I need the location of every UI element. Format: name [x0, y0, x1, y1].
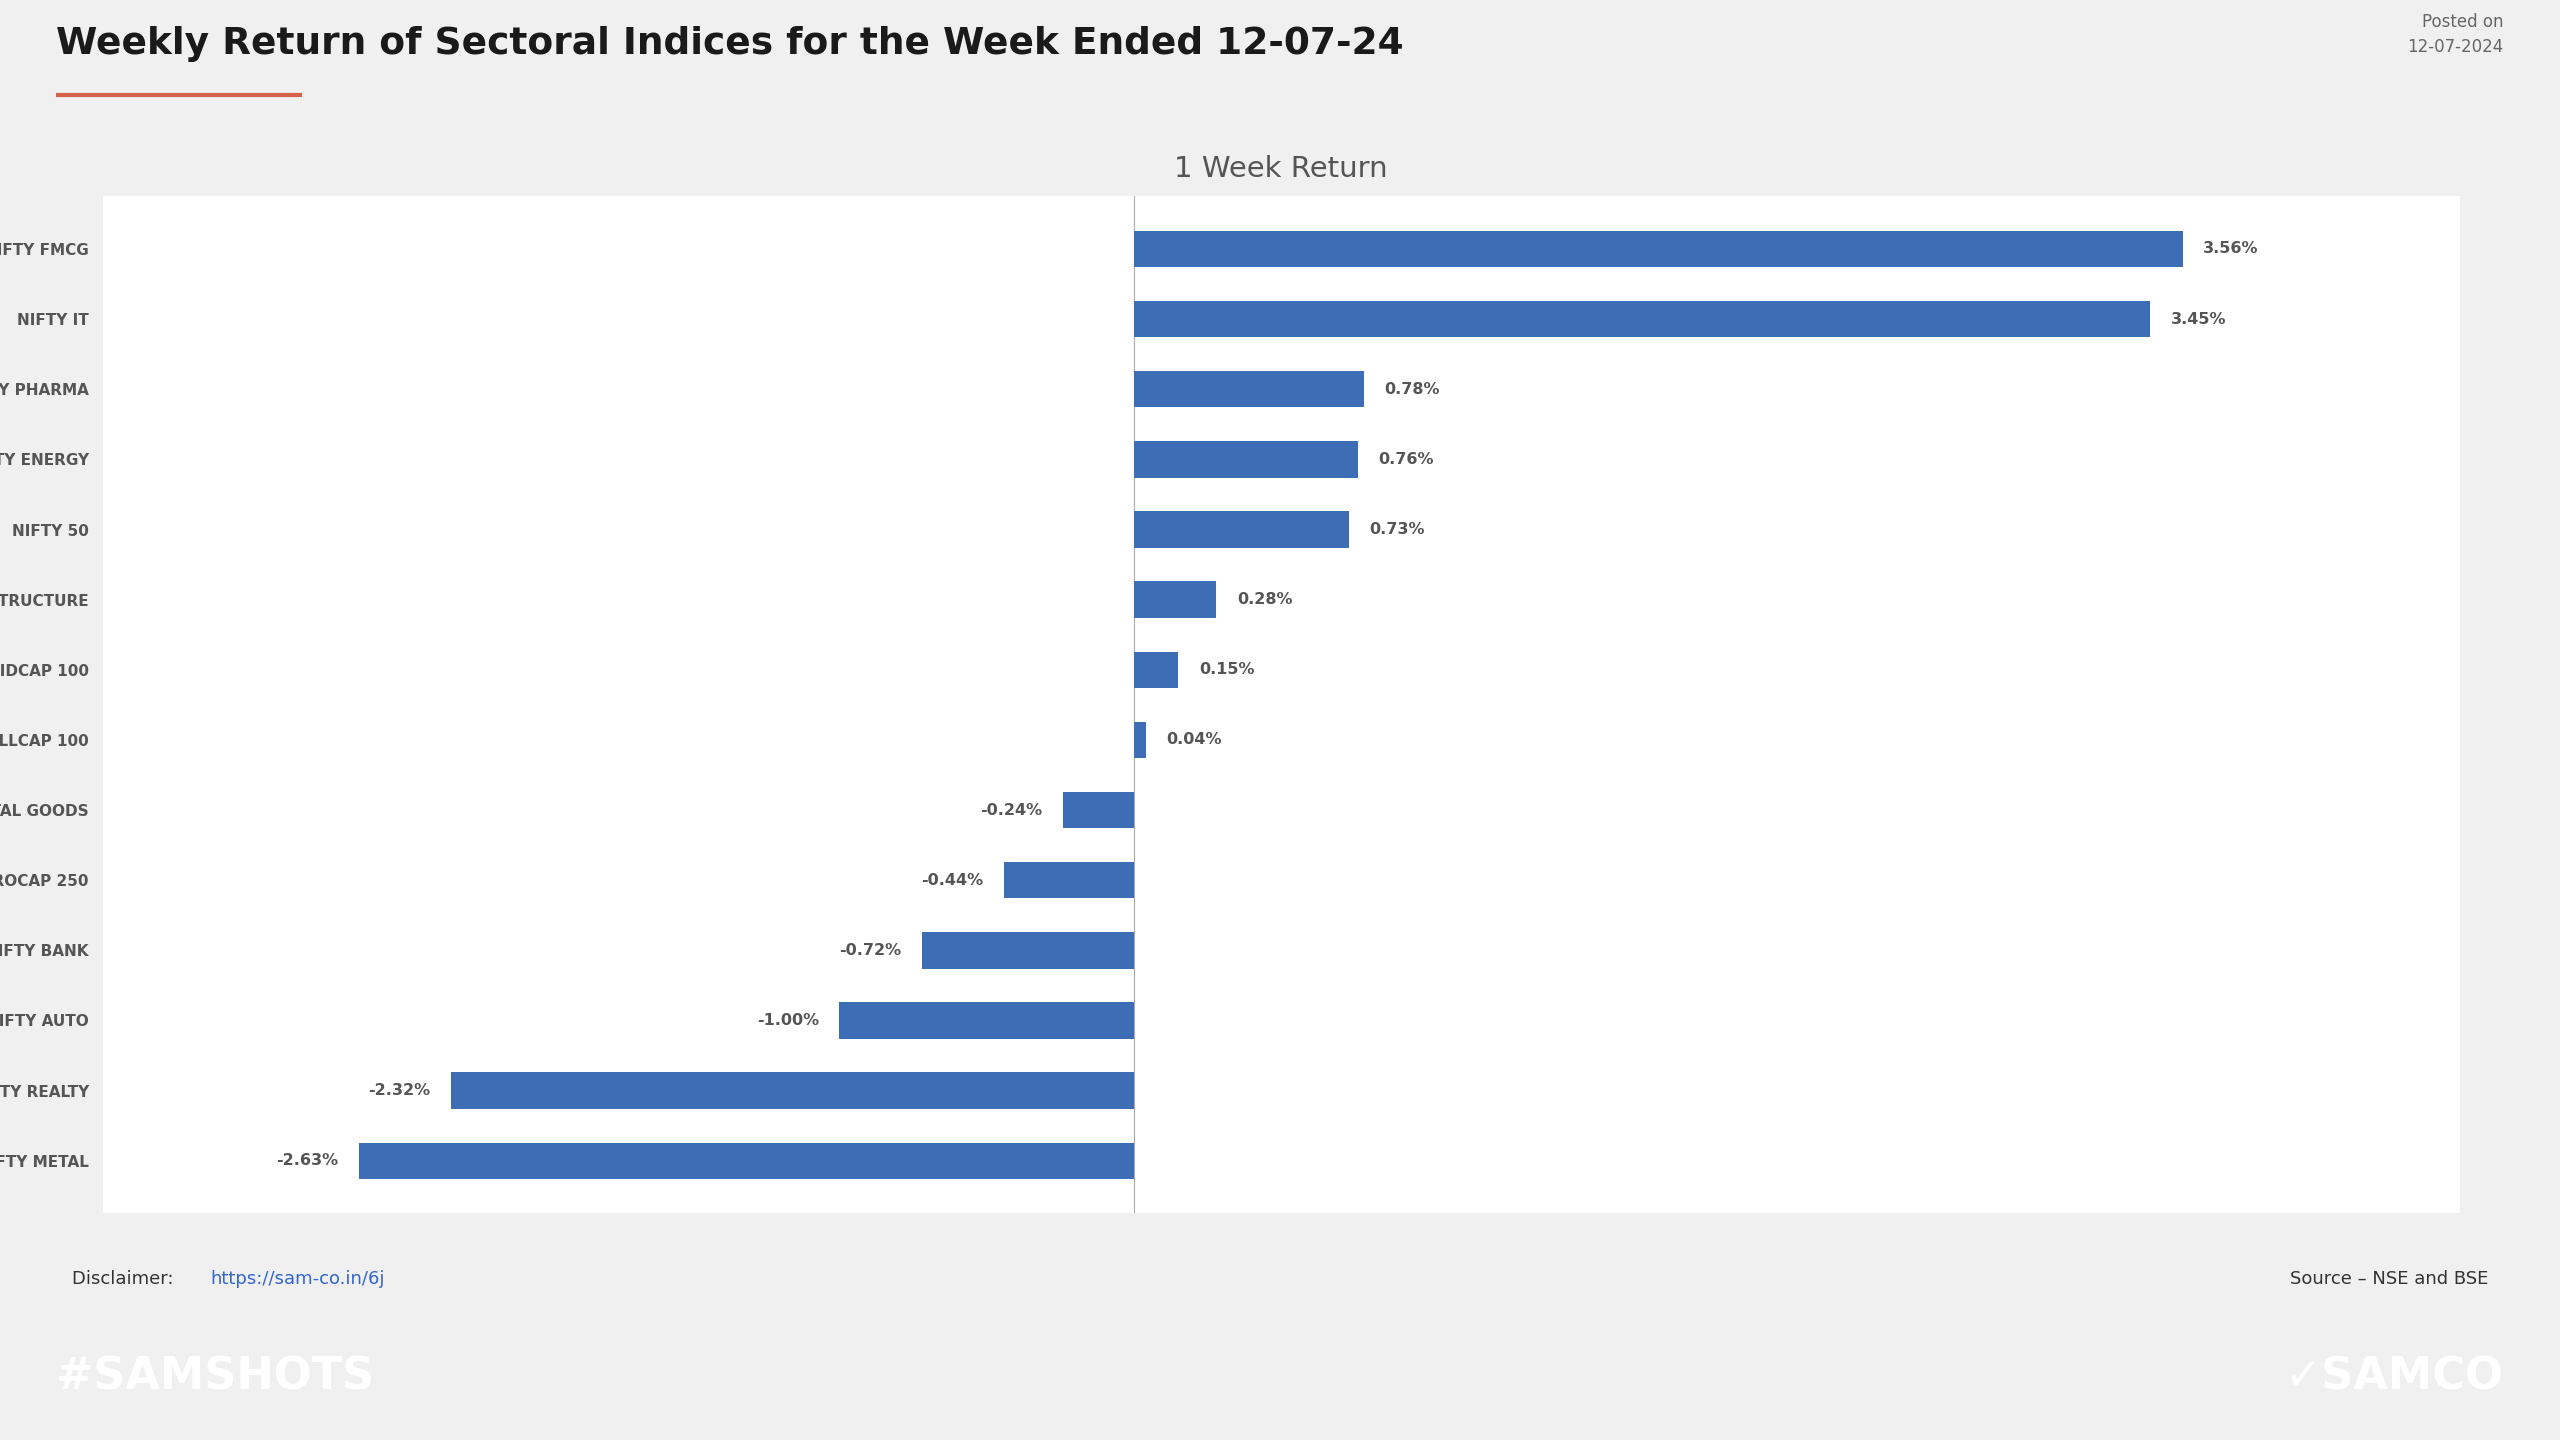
Text: Disclaimer:: Disclaimer:	[72, 1270, 179, 1287]
Text: 0.76%: 0.76%	[1377, 452, 1434, 467]
Text: -2.32%: -2.32%	[369, 1083, 430, 1099]
Bar	[358, 1142, 1134, 1179]
Text: 0.73%: 0.73%	[1370, 523, 1426, 537]
Bar	[1134, 582, 1216, 618]
Text: 3.45%: 3.45%	[2171, 311, 2227, 327]
Text: 3.56%: 3.56%	[2204, 242, 2258, 256]
Text: -0.24%: -0.24%	[980, 802, 1042, 818]
Text: -2.63%: -2.63%	[276, 1153, 338, 1168]
Bar	[922, 932, 1134, 969]
Bar	[840, 1002, 1134, 1038]
Bar	[1134, 721, 1147, 757]
Text: #SAMSHOTS: #SAMSHOTS	[56, 1355, 374, 1398]
Text: -0.44%: -0.44%	[922, 873, 983, 887]
Bar	[1134, 301, 2150, 337]
Bar	[1134, 651, 1178, 688]
Text: ✓SAMCO: ✓SAMCO	[2286, 1355, 2504, 1398]
Bar	[1134, 230, 2184, 268]
Text: -0.72%: -0.72%	[840, 943, 901, 958]
Text: Source – NSE and BSE: Source – NSE and BSE	[2291, 1270, 2488, 1287]
Text: 0.78%: 0.78%	[1385, 382, 1439, 397]
Bar	[451, 1073, 1134, 1109]
Title: 1 Week Return: 1 Week Return	[1175, 156, 1388, 183]
Text: 0.28%: 0.28%	[1236, 592, 1293, 608]
Text: 0.15%: 0.15%	[1198, 662, 1254, 677]
Bar	[1134, 441, 1357, 478]
Text: -1.00%: -1.00%	[758, 1012, 819, 1028]
Bar	[1134, 372, 1364, 408]
Text: https://sam-co.in/6j: https://sam-co.in/6j	[210, 1270, 384, 1287]
Bar	[1004, 863, 1134, 899]
Text: 0.04%: 0.04%	[1167, 733, 1221, 747]
Text: Posted on
12-07-2024: Posted on 12-07-2024	[2406, 13, 2504, 56]
Bar	[1134, 511, 1349, 547]
Text: Weekly Return of Sectoral Indices for the Week Ended 12-07-24: Weekly Return of Sectoral Indices for th…	[56, 26, 1403, 62]
Bar	[1062, 792, 1134, 828]
